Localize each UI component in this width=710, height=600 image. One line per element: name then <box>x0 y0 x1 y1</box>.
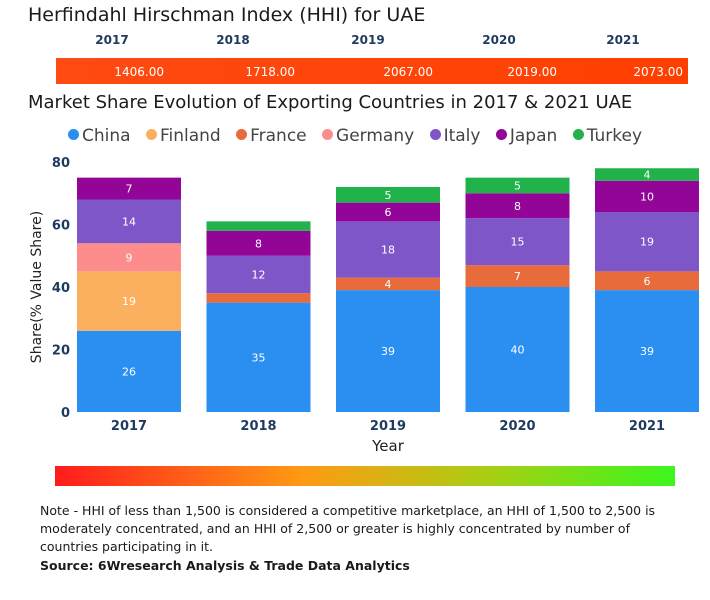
data-label: 8 <box>514 200 521 213</box>
hhi-bar <box>56 58 688 84</box>
legend-label: Italy <box>443 126 481 146</box>
legend-item-china: China <box>67 126 131 146</box>
bar-china <box>77 330 181 412</box>
data-label: 39 <box>640 345 654 358</box>
data-label: 10 <box>640 190 654 203</box>
legend-label: Turkey <box>586 126 643 146</box>
bar-finland <box>77 271 181 331</box>
data-label: 19 <box>122 295 136 308</box>
data-label: 4 <box>644 169 651 182</box>
y-tick-label: 0 <box>61 406 70 421</box>
bar-japan <box>465 193 570 219</box>
y-tick-label: 80 <box>52 156 70 171</box>
data-label: 7 <box>126 183 133 196</box>
bar-italy <box>336 221 440 278</box>
legend-label: Japan <box>509 126 558 146</box>
legend-item-france: France <box>236 126 307 146</box>
bar-france <box>595 271 699 291</box>
x-tick-label: 2021 <box>629 419 665 434</box>
bar-japan <box>77 177 181 200</box>
legend-item-japan: Japan <box>495 126 558 146</box>
data-label: 7 <box>514 270 521 283</box>
y-tick-label: 20 <box>52 344 70 359</box>
y-axis-label: Share(% Value Share) <box>29 211 45 363</box>
data-label: 18 <box>381 244 395 257</box>
bar-china <box>595 290 699 412</box>
x-tick-label: 2019 <box>370 419 406 434</box>
bar-china <box>336 290 440 412</box>
bar-turkey <box>206 221 311 231</box>
data-label: 6 <box>644 275 651 288</box>
data-label: 5 <box>385 189 392 202</box>
data-label: 8 <box>255 237 262 250</box>
y-tick-label: 60 <box>52 219 70 234</box>
legend-label: France <box>250 126 307 146</box>
bar-china <box>465 287 570 412</box>
hhi-year: 2017 <box>95 33 129 47</box>
data-label: 15 <box>511 236 525 249</box>
legend-label: Finland <box>159 126 221 146</box>
bar-japan <box>206 230 311 256</box>
bar-turkey <box>595 168 699 181</box>
legend-swatch <box>429 129 441 140</box>
hhi-value: 1718.00 <box>245 65 295 79</box>
bar-italy <box>465 218 570 266</box>
hhi-value: 2067.00 <box>383 65 433 79</box>
hhi-value: 2073.00 <box>633 65 683 79</box>
data-label: 39 <box>381 345 395 358</box>
hhi-value: 1406.00 <box>114 65 164 79</box>
bar-germany <box>77 243 181 272</box>
legend-label: China <box>81 126 131 146</box>
legend-item-italy: Italy <box>429 126 481 146</box>
bar-france <box>206 293 311 303</box>
legend-item-finland: Finland <box>145 126 221 146</box>
y-tick-label: 40 <box>52 281 70 296</box>
bar-turkey <box>465 177 570 194</box>
hhi-year: 2019 <box>351 33 385 47</box>
x-tick-label: 2018 <box>240 419 276 434</box>
bar-china <box>206 302 311 412</box>
x-axis-label: Year <box>371 437 405 455</box>
legend-item-turkey: Turkey <box>572 126 643 146</box>
data-label: 40 <box>511 344 525 357</box>
bar-france <box>336 277 440 291</box>
data-label: 35 <box>252 351 266 364</box>
legend-swatch <box>67 129 79 140</box>
legend-swatch <box>572 129 584 140</box>
bar-italy <box>595 212 699 272</box>
data-label: 5 <box>514 179 521 192</box>
data-label: 4 <box>385 278 392 291</box>
legend-item-germany: Germany <box>322 126 414 146</box>
hhi-value: 2019.00 <box>507 65 557 79</box>
hhi-year: 2021 <box>606 33 640 47</box>
data-label: 26 <box>122 365 136 378</box>
data-label: 19 <box>640 236 654 249</box>
legend-swatch <box>236 129 248 140</box>
data-label: 6 <box>385 206 392 219</box>
data-label: 12 <box>252 269 266 282</box>
data-label: 14 <box>122 215 136 228</box>
x-tick-label: 2017 <box>111 419 147 434</box>
bar-japan <box>336 202 440 222</box>
bar-italy <box>77 199 181 244</box>
source-text: Source: 6Wresearch Analysis & Trade Data… <box>40 558 410 573</box>
data-label: 9 <box>126 251 133 264</box>
stacked-bar-chart: 0 20 40 60 80 Share(% Value Share) 26 19 9 14 7 201… <box>29 156 699 455</box>
hhi-year: 2020 <box>482 33 516 47</box>
concentration-scale-bar <box>55 466 675 486</box>
legend-swatch <box>322 129 334 140</box>
legend-swatch <box>145 129 157 140</box>
legend-swatch <box>495 129 507 140</box>
bar-japan <box>595 180 699 212</box>
chart-title: Market Share Evolution of Exporting Coun… <box>28 92 633 113</box>
bar-italy <box>206 255 311 294</box>
legend: China Finland France Germany Italy Japan… <box>0 126 710 146</box>
note-text: Note - HHI of less than 1,500 is conside… <box>40 503 656 554</box>
bar-france <box>465 265 570 287</box>
legend-label: Germany <box>336 126 415 146</box>
hhi-title: Herfindahl Hirschman Index (HHI) for UAE <box>28 4 426 26</box>
bar-turkey <box>336 187 440 203</box>
x-tick-label: 2020 <box>499 419 535 434</box>
hhi-year: 2018 <box>216 33 250 47</box>
